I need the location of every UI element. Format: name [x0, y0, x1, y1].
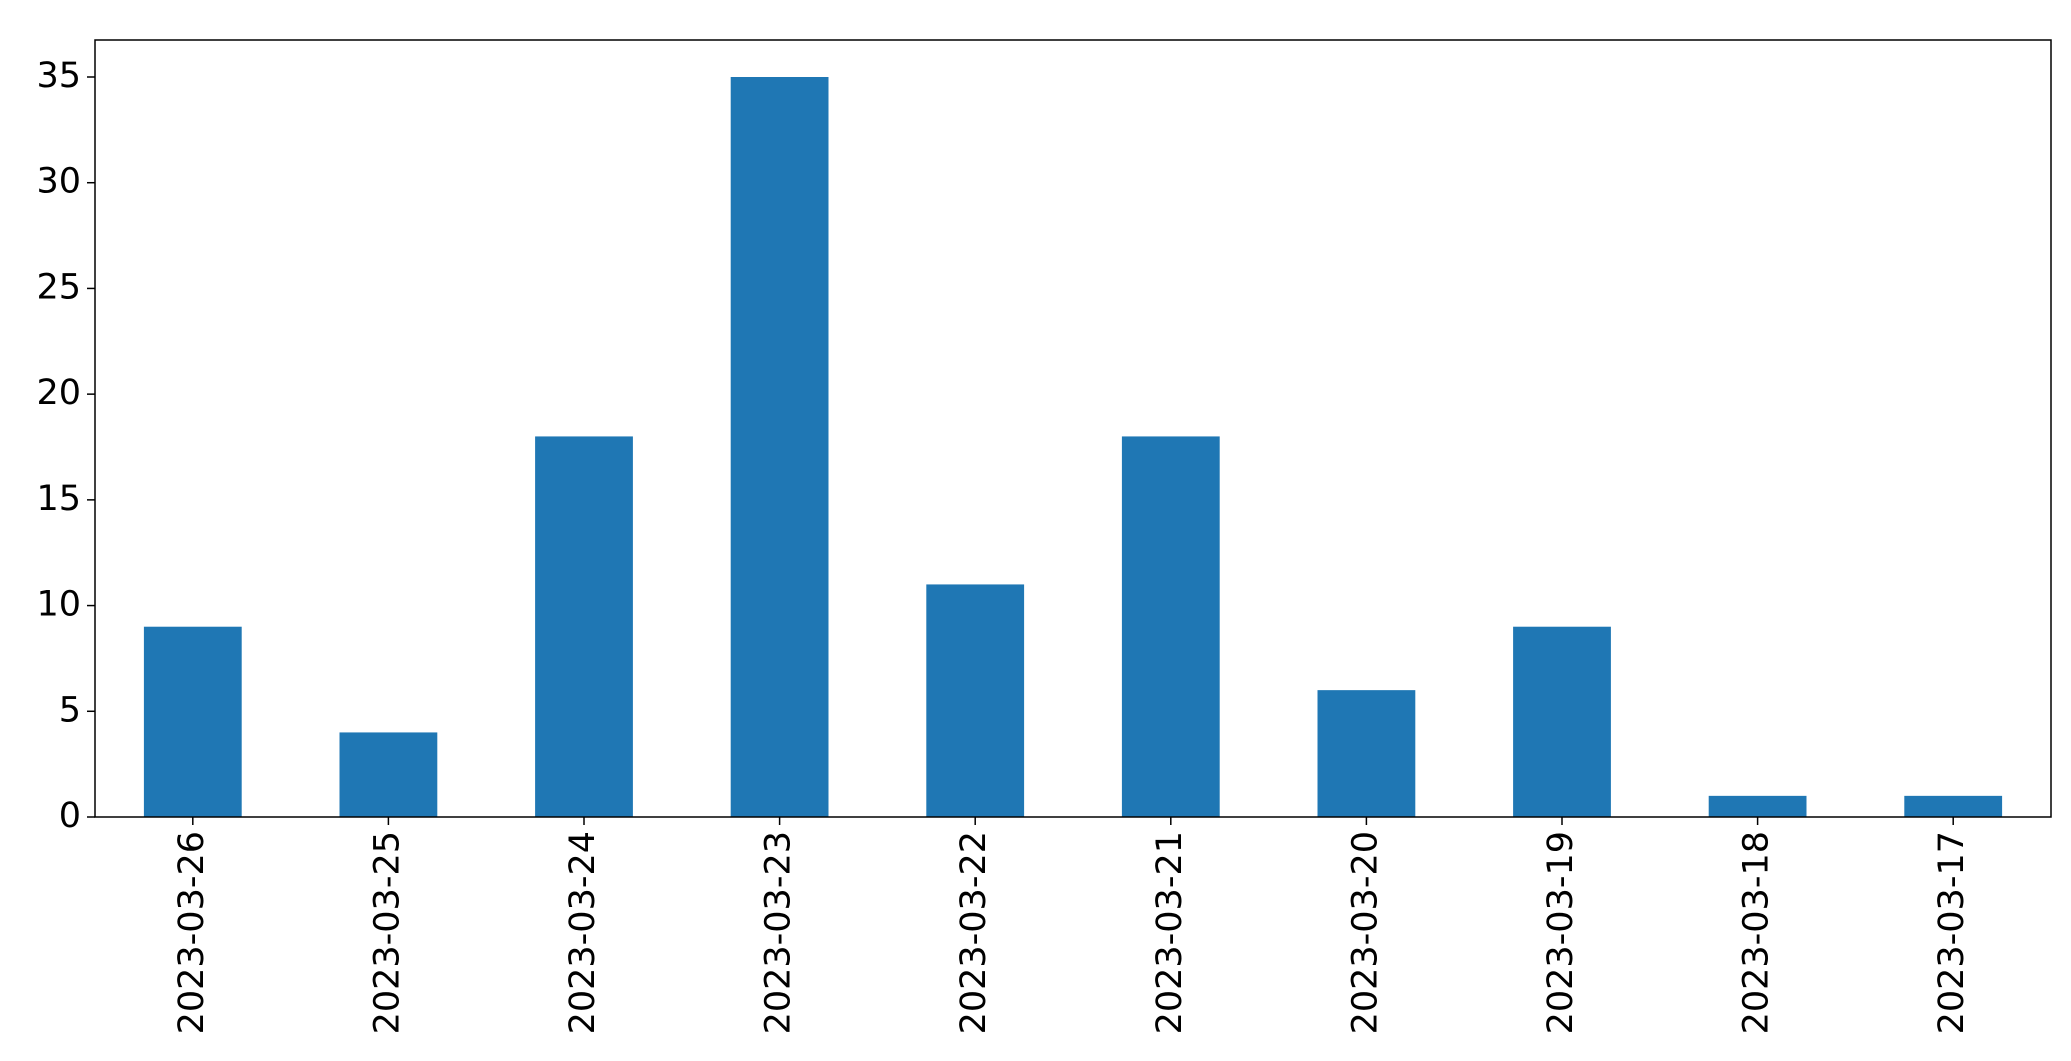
y-tick-label: 30: [36, 162, 81, 202]
x-tick-label: 2023-03-26: [172, 831, 212, 1034]
bar: [1121, 436, 1220, 817]
x-tick-label: 2023-03-20: [1345, 831, 1385, 1034]
y-tick-label: 5: [59, 690, 81, 730]
x-tick-label: 2023-03-18: [1737, 831, 1777, 1034]
bar: [535, 436, 633, 817]
bar: [1317, 690, 1416, 817]
y-tick-label: 0: [59, 796, 81, 836]
x-tick-label: 2023-03-25: [367, 831, 407, 1034]
x-tick-label: 2023-03-22: [954, 831, 994, 1034]
y-tick-label: 25: [36, 267, 81, 307]
x-tick-label: 2023-03-24: [563, 831, 603, 1034]
bar: [143, 626, 242, 817]
y-tick-label: 35: [36, 56, 81, 96]
bar: [926, 584, 1025, 817]
x-tick-label: 2023-03-19: [1541, 831, 1581, 1034]
y-tick-label: 20: [36, 373, 81, 413]
bar: [730, 77, 829, 817]
plot-frame: [94, 39, 2052, 818]
y-tick-label: 10: [36, 585, 81, 625]
bar: [1513, 626, 1611, 817]
x-tick-label: 2023-03-23: [759, 831, 799, 1034]
y-tick-label: 15: [36, 479, 81, 519]
bar: [339, 732, 438, 817]
x-tick-label: 2023-03-21: [1150, 831, 1190, 1034]
x-tick-label: 2023-03-17: [1932, 831, 1972, 1034]
bar: [1708, 795, 1807, 817]
bar: [1904, 795, 2003, 817]
